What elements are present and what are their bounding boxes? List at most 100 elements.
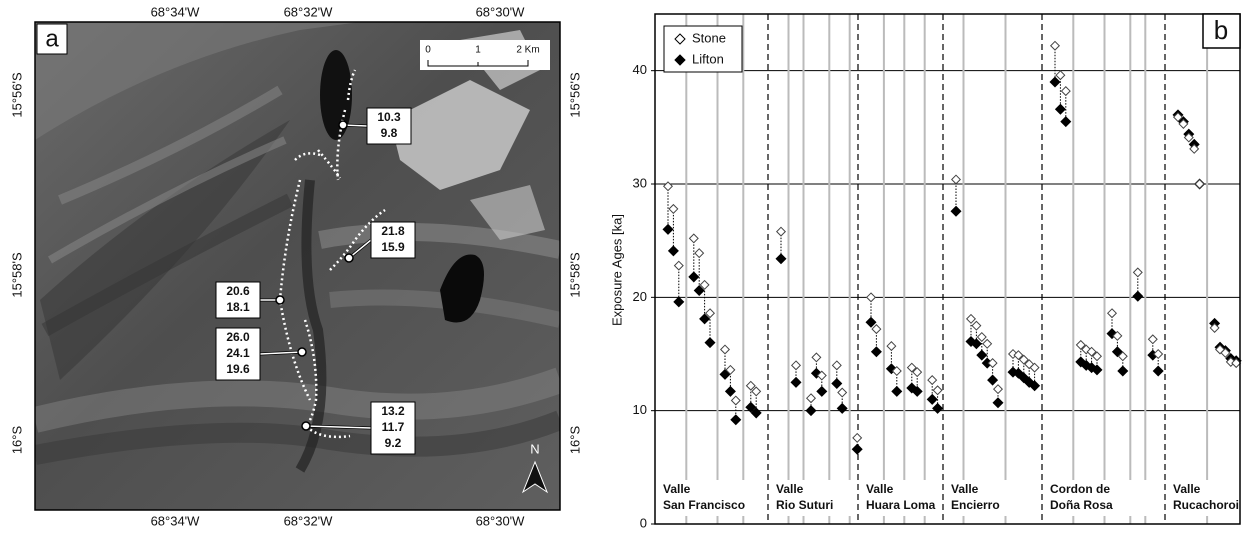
site-age: 18.1	[226, 300, 250, 314]
lifton-marker	[1029, 380, 1041, 392]
site-label-box	[366, 107, 412, 145]
stone-marker	[950, 174, 962, 185]
site-leader	[305, 425, 372, 429]
site-marker	[344, 253, 354, 263]
valley-label-box	[658, 480, 765, 516]
valley-label: Valle	[776, 482, 804, 496]
stone-marker	[1178, 118, 1189, 129]
stone-marker	[811, 352, 822, 363]
site-age: 9.2	[385, 436, 402, 450]
site-age: 24.1	[226, 346, 250, 360]
stone-marker	[932, 385, 943, 396]
scale-label: 2 Km	[516, 45, 539, 56]
panel-label-box	[1202, 13, 1241, 49]
stone-marker	[1091, 351, 1103, 362]
lifton-marker	[891, 385, 903, 397]
stone-marker	[699, 279, 710, 290]
lifton-marker	[851, 443, 863, 455]
stone-marker	[745, 380, 756, 391]
valley-label: Rucachoroi	[1173, 498, 1239, 512]
valley-label: Valle	[1173, 482, 1201, 496]
stone-marker	[1117, 351, 1128, 362]
stone-marker	[751, 386, 762, 397]
scale-label: 0	[425, 45, 431, 56]
lifton-marker	[1091, 364, 1103, 376]
valley-label-box	[861, 480, 940, 516]
panel-label: a	[45, 25, 59, 52]
valley-label-box	[946, 480, 1039, 516]
stone-marker	[1153, 348, 1164, 360]
lifton-marker	[1111, 346, 1123, 358]
stone-marker	[1060, 86, 1071, 97]
stone-marker	[891, 365, 902, 377]
stone-marker	[886, 341, 897, 352]
lifton-marker	[976, 349, 988, 361]
lat-label: 15°56'S	[9, 72, 24, 118]
stone-marker	[816, 370, 827, 381]
lifton-marker	[970, 338, 982, 350]
site-marker	[275, 295, 285, 305]
stone-marker	[1086, 346, 1097, 357]
y-tick-label: 30	[633, 175, 647, 190]
lifton-marker	[693, 285, 705, 297]
satellite-image	[35, 22, 560, 510]
stone-marker	[927, 375, 938, 386]
stone-marker	[662, 181, 674, 192]
stone-marker	[1209, 322, 1220, 333]
lat-label: 15°56'S	[567, 72, 582, 118]
stone-marker	[790, 360, 802, 371]
lifton-marker	[926, 393, 938, 405]
lon-label: 68°30'W	[476, 4, 526, 19]
stone-marker	[1189, 143, 1200, 154]
lat-label: 16°S	[567, 426, 582, 455]
lifton-marker	[816, 385, 828, 397]
site-age: 26.0	[226, 330, 250, 344]
stone-marker	[1049, 40, 1061, 51]
stone-marker	[1194, 178, 1205, 190]
stone-marker	[730, 395, 741, 406]
site-age: 9.8	[381, 126, 398, 140]
stone-marker	[673, 260, 684, 271]
site-label-box	[215, 281, 261, 319]
lifton-marker	[730, 414, 742, 426]
legend-label: Stone	[692, 30, 726, 45]
lifton-marker	[1049, 76, 1061, 88]
lon-label: 68°30'W	[476, 513, 526, 528]
site-marker	[301, 421, 311, 431]
site-marker	[338, 120, 348, 130]
stone-marker	[1018, 354, 1029, 365]
lifton-marker	[745, 401, 757, 413]
site-age: 20.6	[226, 284, 250, 298]
stone-marker	[1132, 267, 1143, 278]
site-age: 13.2	[381, 404, 405, 418]
lifton-marker	[1117, 365, 1129, 377]
lifton-marker	[724, 385, 736, 397]
valley-label: Valle	[663, 482, 691, 496]
lat-label: 15°58'S	[567, 252, 582, 298]
stone-marker	[1220, 347, 1231, 358]
y-axis-label: Exposure Ages [ka]	[609, 214, 624, 326]
lifton-marker	[932, 402, 944, 414]
lon-label: 68°34'W	[151, 4, 201, 19]
valley-label: Rio Suturi	[776, 498, 833, 512]
lifton-marker	[805, 405, 817, 417]
stone-marker	[987, 358, 998, 369]
lifton-marker	[704, 337, 716, 349]
stone-marker	[837, 387, 848, 398]
lifton-marker	[662, 223, 674, 235]
lifton-marker	[790, 376, 802, 388]
y-tick-label: 20	[633, 289, 647, 304]
stone-marker	[971, 320, 982, 331]
lon-label: 68°32'W	[284, 513, 334, 528]
stone-marker	[831, 360, 842, 371]
plot-area	[655, 14, 1240, 524]
site-age: 19.6	[226, 362, 250, 376]
panel-label: b	[1214, 15, 1228, 45]
north-arrow-label: N	[530, 441, 539, 456]
stone-marker	[982, 338, 993, 349]
stone-marker	[1231, 358, 1242, 369]
stone-marker	[1106, 308, 1118, 319]
lon-label: 68°32'W	[284, 4, 334, 19]
stone-marker	[1172, 112, 1184, 123]
lifton-marker	[836, 402, 848, 414]
